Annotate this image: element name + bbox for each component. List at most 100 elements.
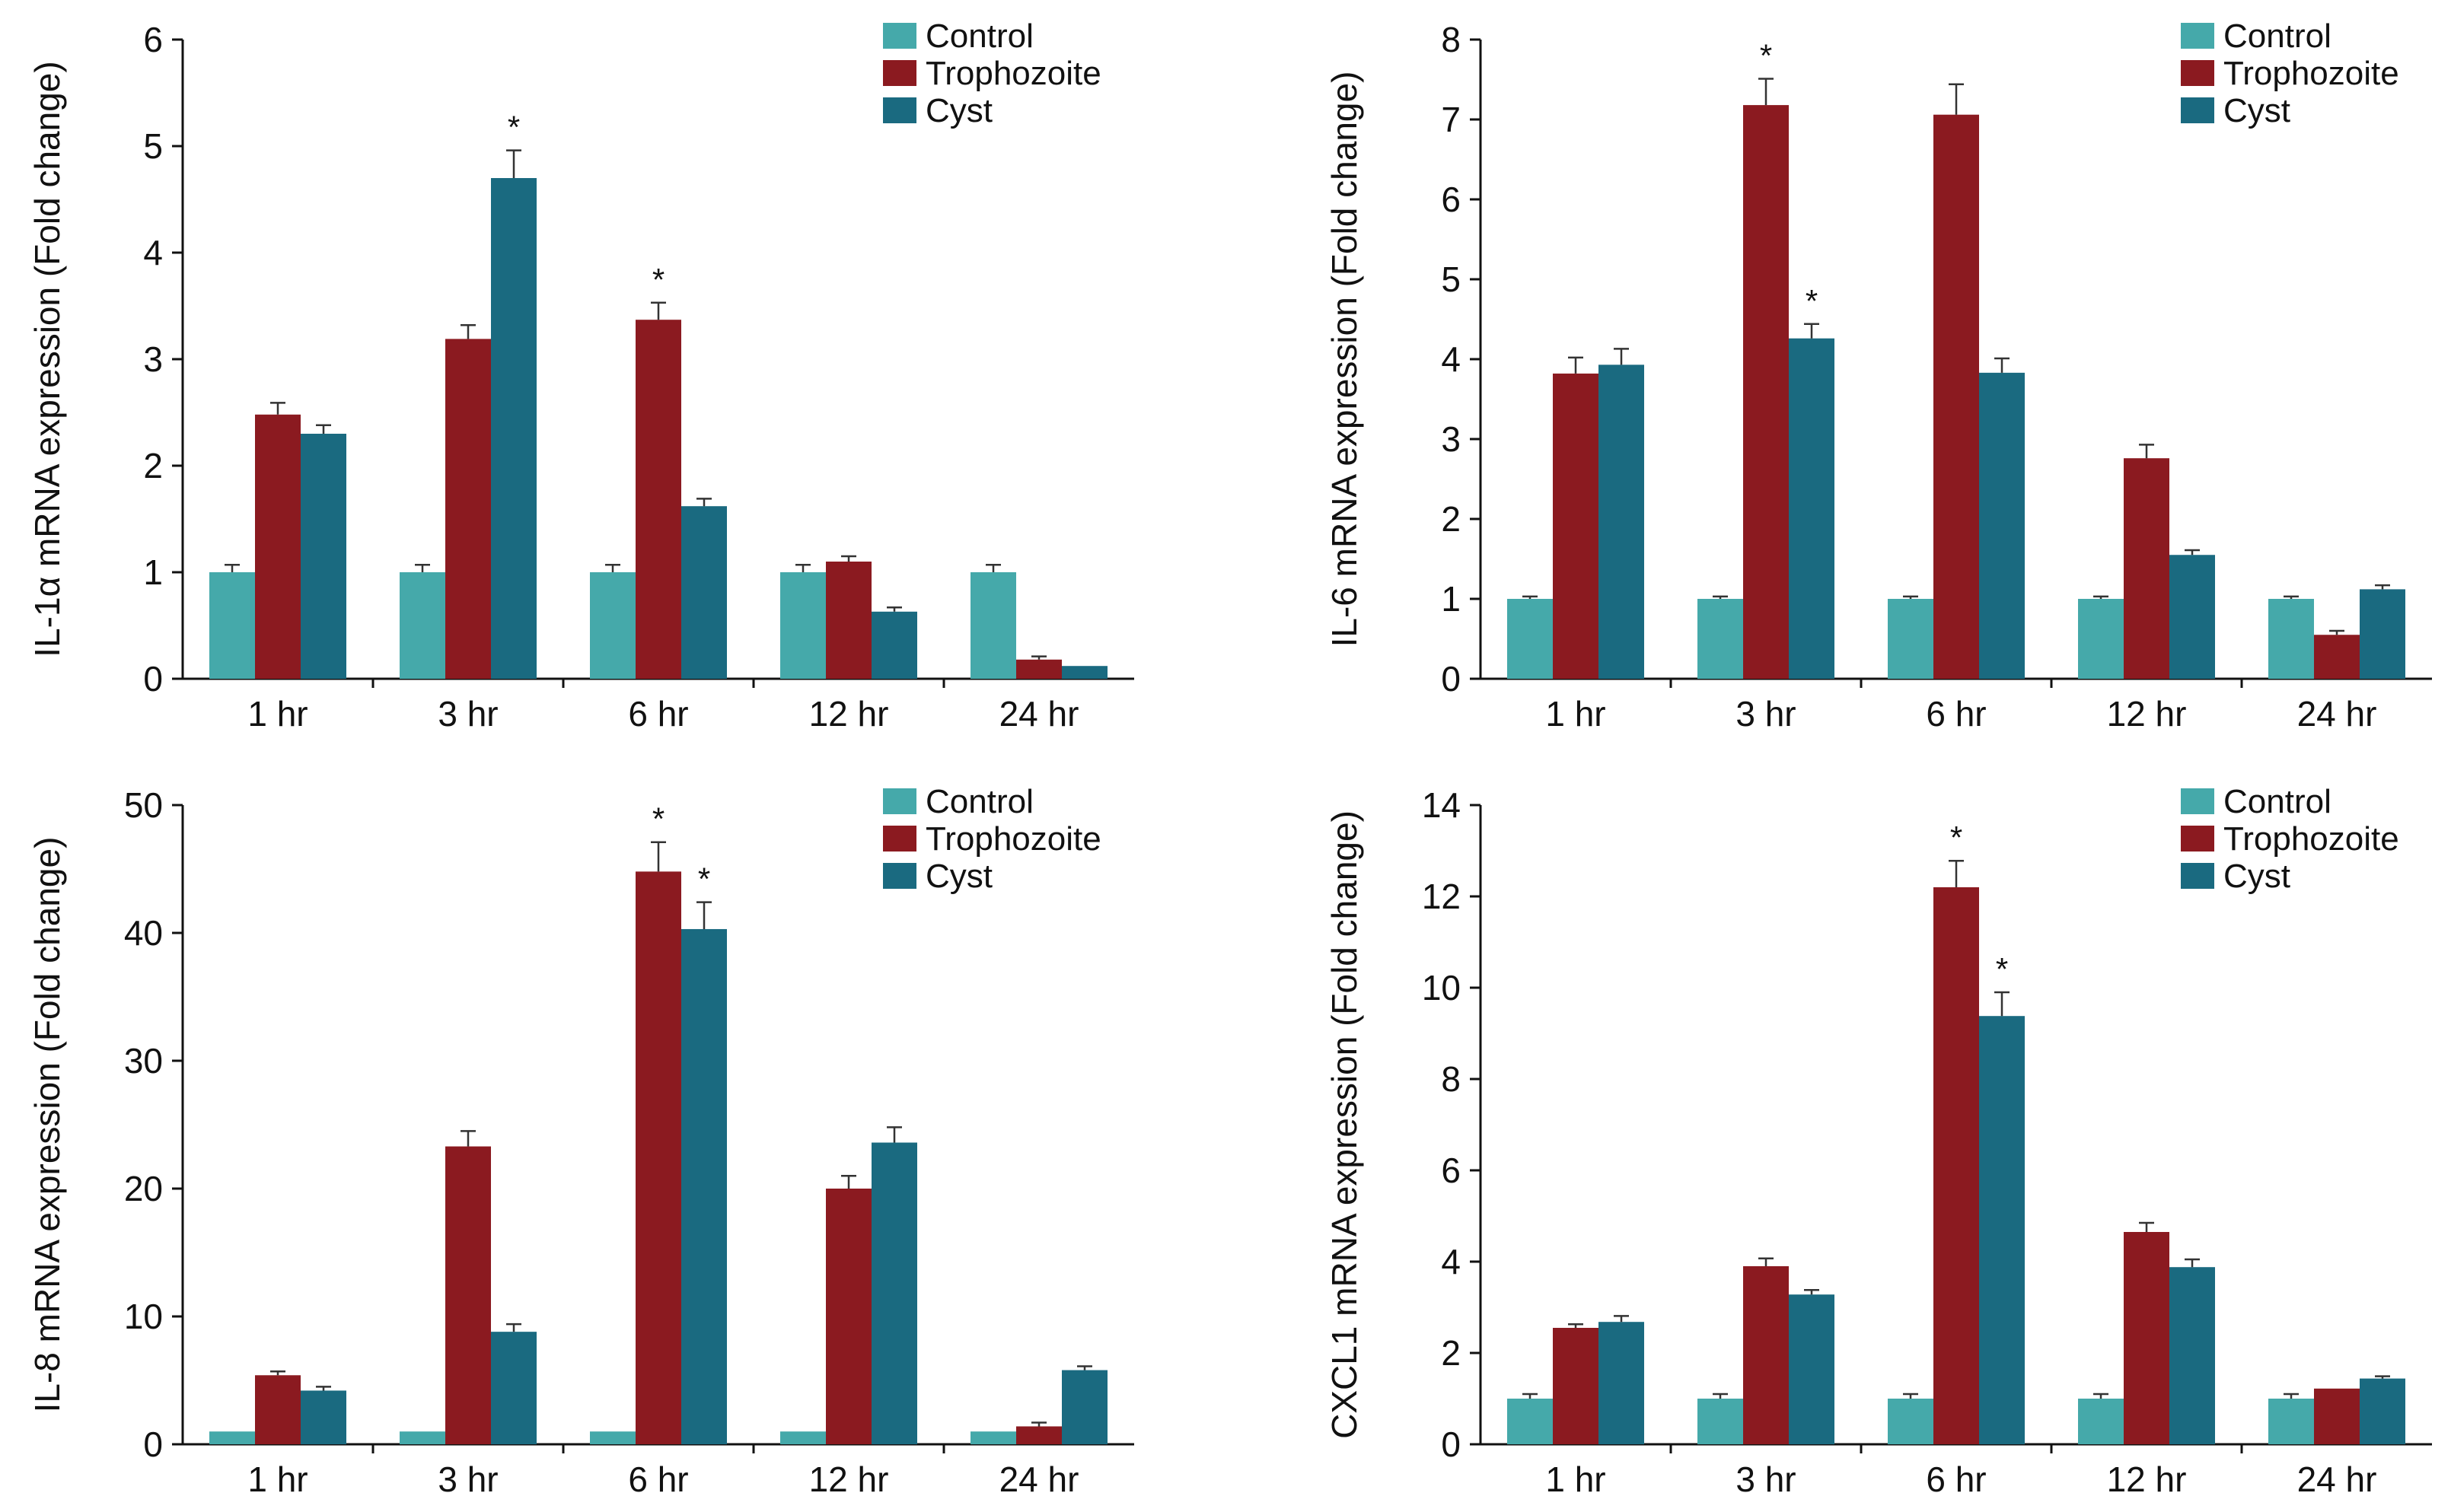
y-tick-label: 8 xyxy=(1441,1059,1461,1099)
x-tick-label: 24 hr xyxy=(999,1459,1079,1499)
error-bar-control-12-hr xyxy=(2093,1393,2108,1399)
legend-label-trophozoite: Trophozoite xyxy=(926,55,1101,92)
error-bar-control-12-hr xyxy=(2093,595,2108,599)
error-bar-control-24-hr xyxy=(2284,1393,2299,1399)
error-bar-control-1-hr xyxy=(225,563,240,572)
y-tick-label: 5 xyxy=(143,126,163,166)
legend-swatch-control xyxy=(883,788,916,814)
significance-star: * xyxy=(508,110,520,145)
error-bar-control-3-hr xyxy=(1713,595,1728,599)
y-axis-title: IL-1α mRNA expression (Fold change) xyxy=(27,61,67,657)
bars: ** xyxy=(209,110,1108,679)
bar-control-24-hr xyxy=(971,572,1016,679)
significance-star: * xyxy=(652,262,665,298)
bar-trophozoite-1-hr xyxy=(255,1375,301,1444)
y-tick-label: 0 xyxy=(1441,659,1461,699)
legend-swatch-trophozoite xyxy=(883,60,916,86)
bar-cyst-1-hr xyxy=(1598,1322,1644,1444)
error-bar-trophozoite-3-hr xyxy=(461,323,476,339)
bar-trophozoite-12-hr xyxy=(2124,1232,2169,1444)
bar-control-24-hr xyxy=(2268,599,2314,679)
y-axis-title: IL-8 mRNA expression (Fold change) xyxy=(27,837,67,1413)
bar-control-3-hr xyxy=(400,572,445,679)
legend-swatch-control xyxy=(2181,23,2214,49)
error-bar-trophozoite-12-hr xyxy=(841,1174,856,1189)
error-bar-trophozoite-24-hr xyxy=(1031,655,1047,660)
x-tick-label: 12 hr xyxy=(809,694,889,734)
y-tick-label: 14 xyxy=(1422,785,1461,825)
significance-star: * xyxy=(1950,820,1962,855)
error-bar-trophozoite-3-hr xyxy=(1758,1257,1774,1266)
bar-control-12-hr xyxy=(2078,1399,2124,1444)
bar-trophozoite-6-hr xyxy=(636,871,681,1444)
error-bar-trophozoite-24-hr xyxy=(2329,629,2344,635)
y-tick-label: 5 xyxy=(1441,259,1461,299)
bar-trophozoite-1-hr xyxy=(1553,1328,1598,1444)
legend-label-control: Control xyxy=(926,783,1034,820)
bar-cyst-3-hr xyxy=(1789,338,1834,679)
legend-label-trophozoite: Trophozoite xyxy=(2223,820,2399,858)
error-bar-trophozoite-6-hr xyxy=(651,301,666,320)
x-tick-label: 12 hr xyxy=(2107,694,2187,734)
y-tick-label: 1 xyxy=(1441,579,1461,619)
legend-label-trophozoite: Trophozoite xyxy=(2223,55,2399,92)
bar-control-1-hr xyxy=(1507,599,1553,679)
axes: 0 1 2 3 4 5 6 1 hr 3 hr 6 hr 12 hr 24 hr xyxy=(143,20,1134,734)
legend-label-cyst: Cyst xyxy=(2223,92,2290,129)
bar-control-6-hr xyxy=(1888,599,1933,679)
legend-swatch-trophozoite xyxy=(2181,826,2214,851)
error-bar-trophozoite-24-hr xyxy=(1031,1421,1047,1427)
legend-swatch-cyst xyxy=(2181,97,2214,123)
legend-label-control: Control xyxy=(2223,783,2331,820)
legend-swatch-trophozoite xyxy=(883,826,916,851)
error-bar-trophozoite-12-hr xyxy=(2139,1221,2154,1232)
bar-cyst-6-hr xyxy=(1979,1016,2025,1444)
error-bar-trophozoite-12-hr xyxy=(2139,444,2154,459)
x-tick-label: 3 hr xyxy=(1735,694,1796,734)
error-bar-trophozoite-1-hr xyxy=(1568,356,1583,374)
bar-control-1-hr xyxy=(209,1431,255,1444)
bar-control-3-hr xyxy=(400,1431,445,1444)
bar-cyst-24-hr xyxy=(2360,1378,2405,1444)
legend-swatch-cyst xyxy=(883,97,916,123)
bar-cyst-12-hr xyxy=(872,1142,917,1444)
legend-swatch-control xyxy=(883,23,916,49)
bar-trophozoite-3-hr xyxy=(1743,105,1789,680)
bar-trophozoite-12-hr xyxy=(826,562,872,679)
y-tick-label: 4 xyxy=(143,233,163,272)
bar-cyst-3-hr xyxy=(491,1332,537,1444)
y-tick-label: 2 xyxy=(1441,1333,1461,1373)
y-tick-label: 6 xyxy=(143,20,163,59)
x-tick-label: 1 hr xyxy=(1545,1459,1605,1499)
significance-star: * xyxy=(652,801,665,837)
error-bar-control-24-hr xyxy=(986,563,1001,572)
legend: Control Trophozoite Cyst xyxy=(883,783,1101,895)
significance-star: * xyxy=(698,861,710,897)
x-tick-label: 24 hr xyxy=(999,694,1079,734)
bars: ** xyxy=(209,801,1108,1444)
x-tick-label: 6 hr xyxy=(1926,694,1986,734)
y-tick-label: 50 xyxy=(124,785,163,825)
bar-control-6-hr xyxy=(590,1431,636,1444)
y-tick-label: 12 xyxy=(1422,877,1461,916)
significance-star: * xyxy=(1806,283,1818,319)
bar-cyst-12-hr xyxy=(2169,555,2215,679)
significance-star: * xyxy=(1996,951,2008,987)
error-bar-control-1-hr xyxy=(1522,1393,1538,1399)
x-tick-label: 6 hr xyxy=(628,694,688,734)
bar-trophozoite-24-hr xyxy=(2314,1388,2360,1444)
axes: 0 10 20 30 40 50 1 hr 3 hr 6 hr 12 hr 24 hr xyxy=(124,785,1134,1499)
y-tick-label: 30 xyxy=(124,1041,163,1081)
legend-label-cyst: Cyst xyxy=(2223,858,2290,895)
y-tick-label: 2 xyxy=(1441,499,1461,539)
x-tick-label: 6 hr xyxy=(628,1459,688,1499)
x-tick-label: 3 hr xyxy=(1735,1459,1796,1499)
y-tick-label: 6 xyxy=(1441,180,1461,219)
bar-trophozoite-6-hr xyxy=(636,320,681,679)
error-bar-cyst-12-hr xyxy=(887,606,902,612)
y-tick-label: 7 xyxy=(1441,100,1461,139)
error-bar-cyst-1-hr xyxy=(1614,1315,1629,1323)
x-tick-label: 3 hr xyxy=(438,694,498,734)
error-bar-cyst-1-hr xyxy=(316,424,331,434)
error-bar-control-6-hr xyxy=(1903,1393,1918,1399)
